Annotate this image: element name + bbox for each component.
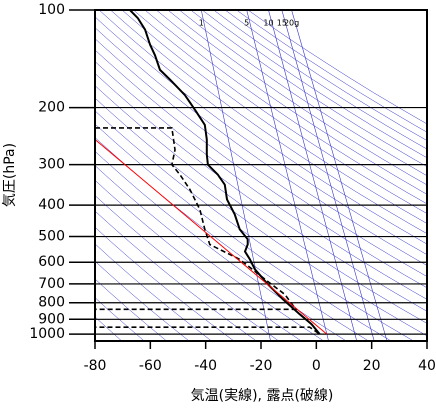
y-tick-label: 1000 xyxy=(29,326,65,342)
dry-adiabat xyxy=(224,10,427,141)
dry-adiabat xyxy=(144,10,427,205)
dry-adiabat xyxy=(95,195,279,341)
dry-adiabat xyxy=(95,243,212,341)
mixing-ratio-label: 15 xyxy=(277,19,287,28)
dry-adiabat xyxy=(110,10,427,234)
mixing-ratio-label: 5 xyxy=(244,19,249,28)
dry-adiabat xyxy=(95,49,427,289)
x-tick-label: 40 xyxy=(418,358,436,374)
y-tick-label: 500 xyxy=(38,229,65,245)
dry-adiabat xyxy=(95,61,427,300)
dry-adiabat xyxy=(95,297,145,341)
x-tick-label: -40 xyxy=(194,358,217,374)
mixing-ratio-line xyxy=(246,10,329,341)
x-tick-label: -20 xyxy=(250,358,273,374)
mixing-ratio-line xyxy=(291,10,388,341)
dry-adiabat xyxy=(190,10,427,167)
dry-adiabat xyxy=(95,73,427,312)
dry-adiabat xyxy=(95,278,167,341)
dry-adiabat xyxy=(95,179,302,341)
profile-line xyxy=(95,139,328,335)
dry-adiabat xyxy=(213,10,427,150)
y-tick-label: 800 xyxy=(38,295,65,311)
dry-adiabat xyxy=(156,10,427,195)
y-tick-label: 600 xyxy=(38,254,65,270)
dry-adiabat xyxy=(133,10,427,214)
dry-adiabat xyxy=(167,10,427,186)
dry-adiabat xyxy=(95,85,427,324)
mixing-ratio-label: 1 xyxy=(199,19,204,28)
dry-adiabat xyxy=(95,210,257,341)
x-tick-label: 20 xyxy=(363,358,381,374)
x-axis-label: 気温(実線), 露点(破線) xyxy=(191,388,334,404)
mixing-ratio-label: 10 xyxy=(263,19,273,28)
dry-adiabat xyxy=(98,10,427,245)
dry-adiabat xyxy=(95,97,427,337)
y-tick-label: 300 xyxy=(38,157,65,173)
dry-adiabat xyxy=(95,110,414,341)
y-tick-label: 900 xyxy=(38,311,65,327)
mixing-ratio-label: 20g xyxy=(284,19,299,28)
reference-lines xyxy=(95,10,427,341)
dry-adiabat xyxy=(121,10,427,224)
dry-adiabat xyxy=(95,150,347,341)
dry-adiabat xyxy=(95,165,324,341)
x-tick-label: -80 xyxy=(84,358,107,374)
dry-adiabat xyxy=(95,16,427,255)
dry-adiabat xyxy=(95,226,235,341)
grid xyxy=(69,9,428,349)
mixing-ratio-line xyxy=(281,10,375,341)
mixing-ratio-line xyxy=(200,10,271,341)
y-tick-label: 200 xyxy=(38,100,65,116)
y-tick-label: 100 xyxy=(38,2,65,18)
x-tick-label: 0 xyxy=(312,358,321,374)
y-tick-label: 700 xyxy=(38,276,65,292)
mixing-ratio-line xyxy=(268,10,358,341)
profile-line xyxy=(129,10,321,335)
profiles xyxy=(95,10,328,335)
x-tick-label: -60 xyxy=(139,358,162,374)
dry-adiabat xyxy=(95,27,427,266)
dry-adiabat xyxy=(95,123,392,341)
dry-adiabat xyxy=(236,10,427,133)
plot-frame xyxy=(94,9,428,342)
dry-adiabat xyxy=(202,10,427,159)
y-tick-label: 400 xyxy=(38,197,65,213)
dry-adiabat xyxy=(95,38,427,277)
dry-adiabat xyxy=(95,260,190,341)
dry-adiabat xyxy=(247,10,427,125)
profile-line xyxy=(95,127,321,335)
y-axis-label: 気圧(hPa) xyxy=(2,143,18,207)
